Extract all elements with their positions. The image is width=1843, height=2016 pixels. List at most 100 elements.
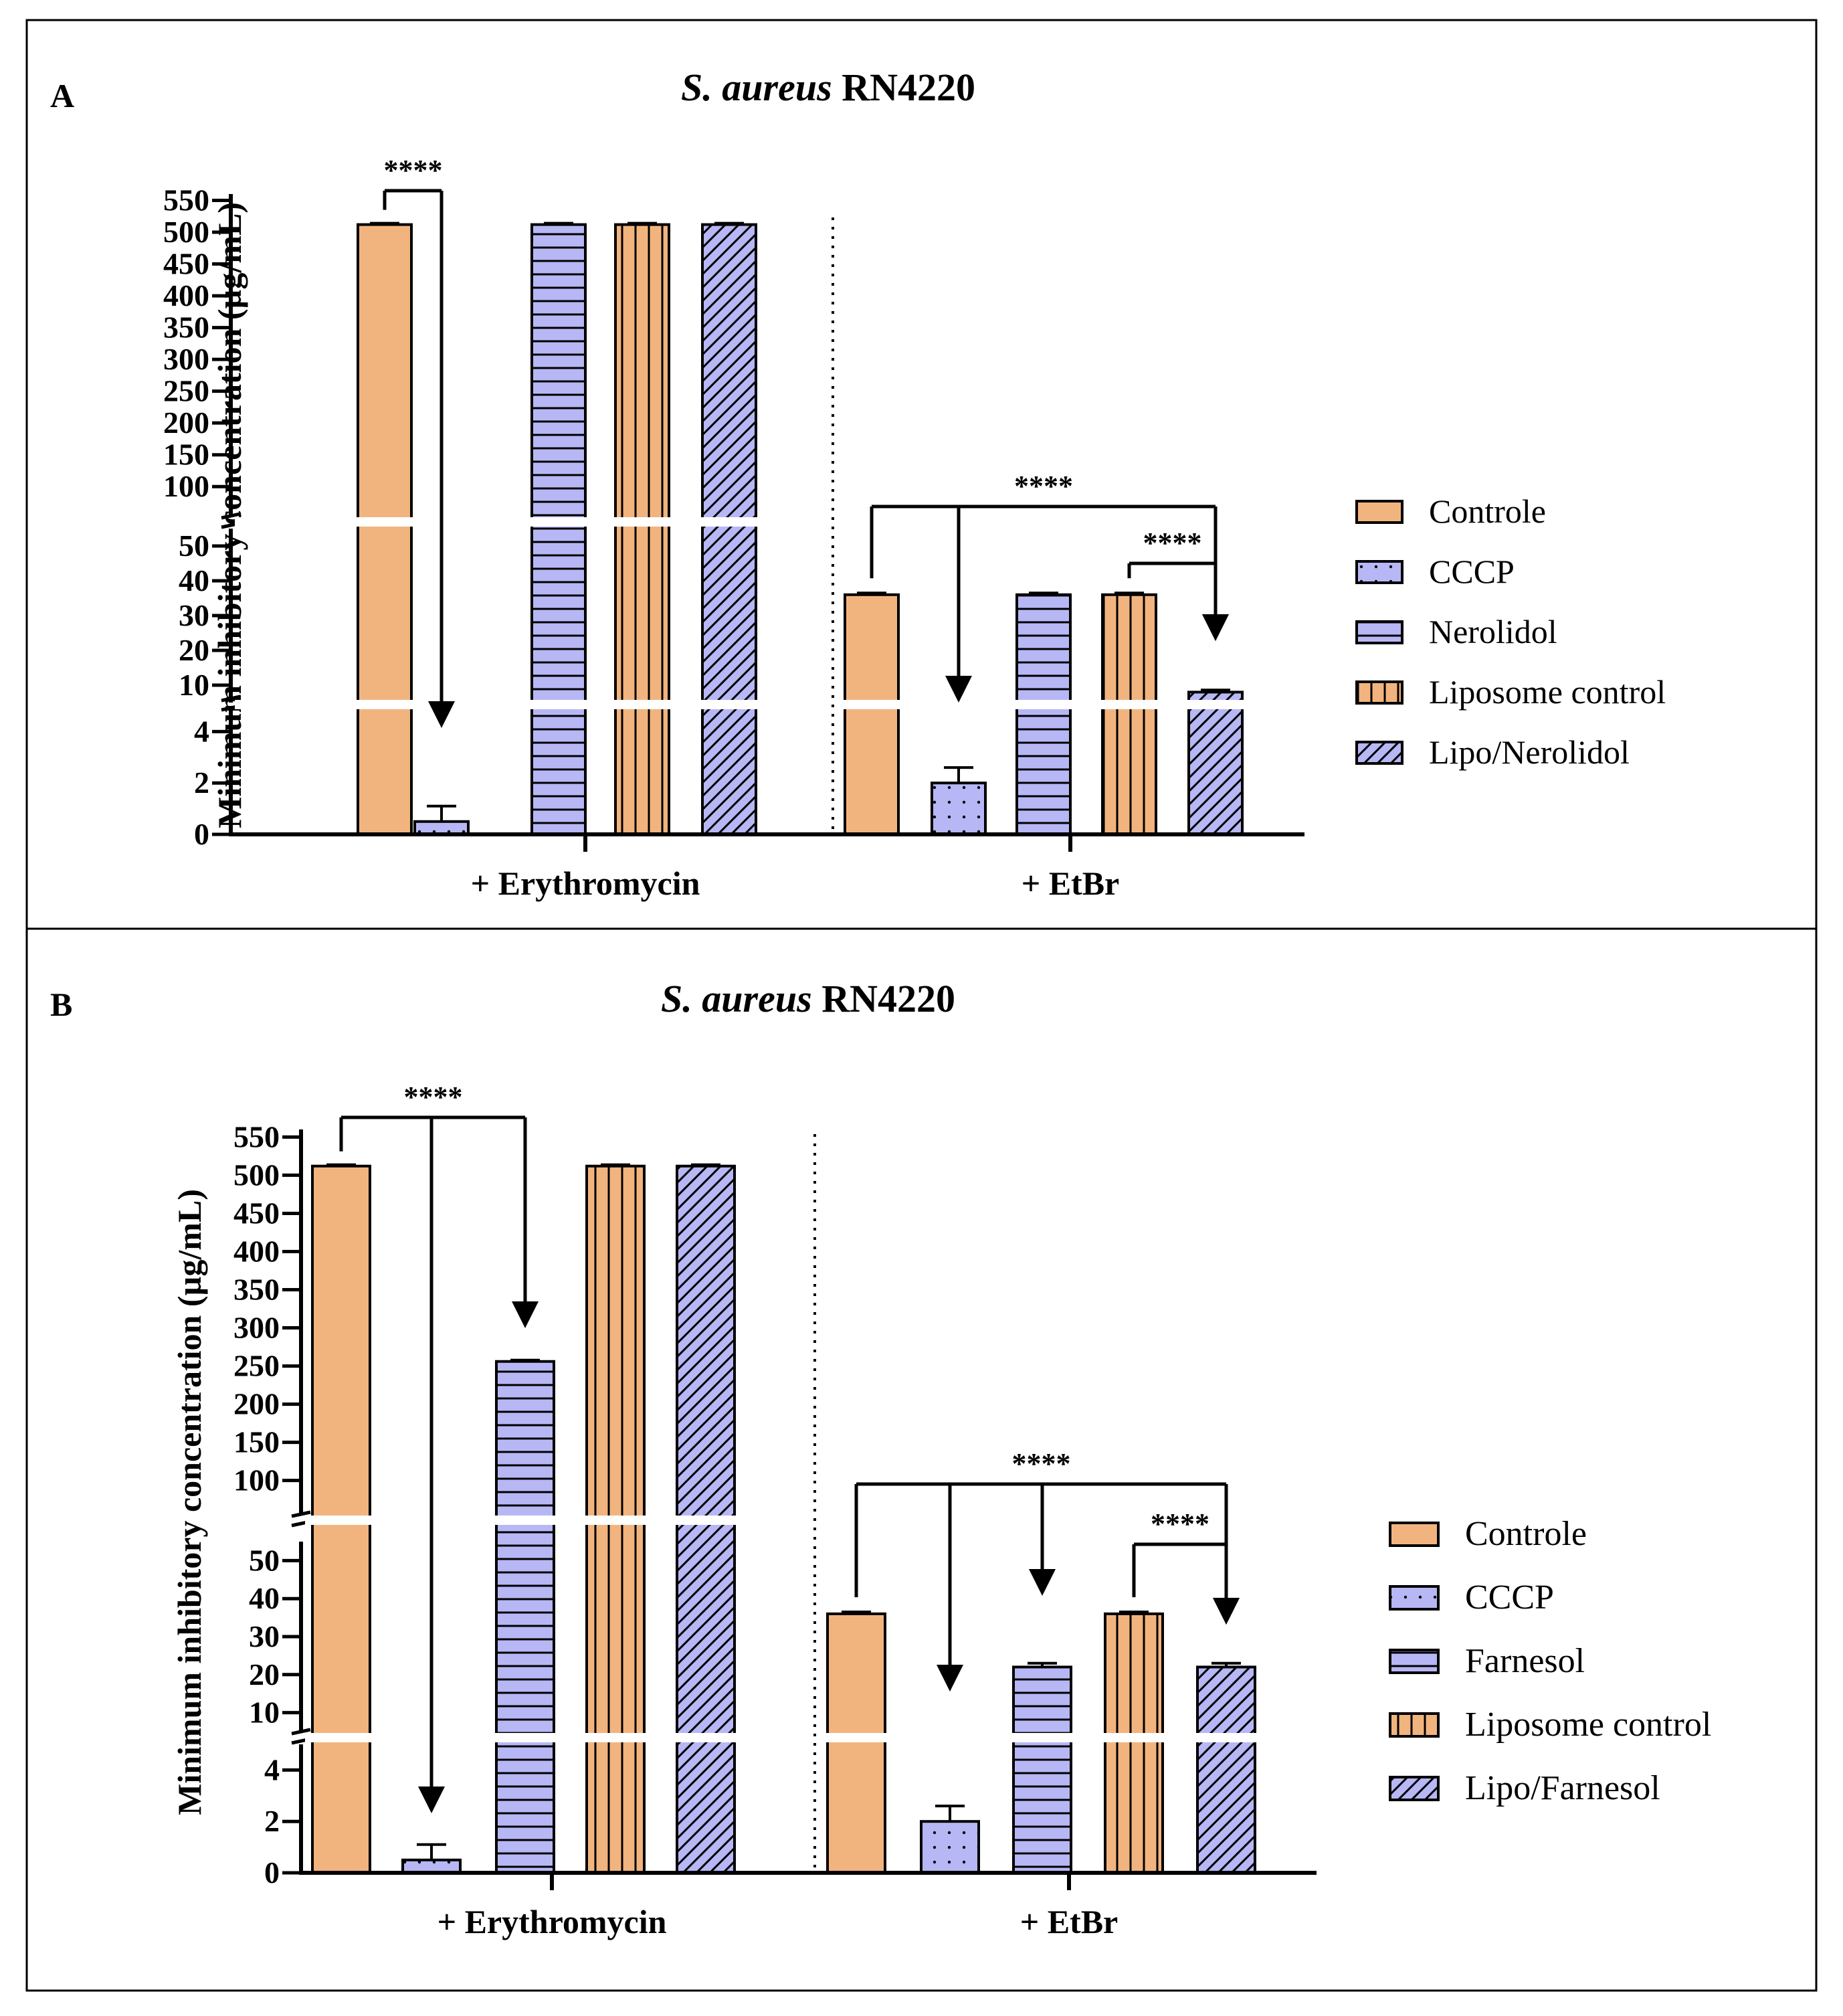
y-tick-label: 450 <box>233 1196 280 1230</box>
y-tick-label: 200 <box>163 405 209 440</box>
bar-lipo-farnesol <box>1196 1665 1256 1874</box>
bar-liposome-control <box>1101 593 1157 836</box>
bar-farnesol <box>1012 1665 1072 1874</box>
bar-farnesol <box>495 1360 555 1874</box>
chart-title: S. aureus RN4220 <box>681 66 975 109</box>
bar-controle <box>844 593 900 836</box>
legend-swatch <box>1355 500 1403 524</box>
y-tick-label: 0 <box>264 1855 280 1890</box>
bar-lipo-nerolidol <box>701 223 757 836</box>
significance-arrowhead <box>1202 614 1229 641</box>
panel-b: B S. aureus RN4220 0 2 4 10 20 30 40 50 100 150 20… <box>50 977 1711 1940</box>
significance-arrowhead <box>418 1786 445 1813</box>
legend-swatch <box>1355 560 1403 584</box>
legend-label: Controle <box>1465 1515 1587 1553</box>
significance-arrowhead <box>1029 1569 1056 1596</box>
legend-label: Liposome control <box>1429 673 1666 711</box>
axis-break-gap <box>235 700 1308 709</box>
y-tick-label: 300 <box>233 1311 280 1345</box>
y-tick-label: 250 <box>163 374 209 408</box>
legend-label: Controle <box>1429 492 1546 530</box>
y-tick-label: 30 <box>249 1619 280 1653</box>
title-rest: RN4220 <box>812 977 955 1020</box>
y-tick-label: 350 <box>163 310 209 345</box>
y-tick-label: 4 <box>194 714 209 748</box>
y-tick-label: 400 <box>233 1234 280 1268</box>
y-tick-label: 40 <box>249 1581 280 1615</box>
y-axis-label: Minimum inhibitory concentration (µg/mL) <box>171 1189 208 1815</box>
legend-swatch <box>1389 1712 1440 1738</box>
legend-swatch <box>1389 1585 1440 1611</box>
bar-cccp <box>920 1820 980 1874</box>
y-tick-label: 300 <box>163 342 209 376</box>
significance-label: **** <box>1151 1507 1209 1540</box>
y-tick-label: 450 <box>163 247 209 281</box>
x-tick-label: + Erythromycin <box>438 1903 667 1940</box>
y-tick-label: 200 <box>233 1387 280 1421</box>
significance-arrowhead <box>1213 1598 1240 1625</box>
legend-label: Farnesol <box>1465 1642 1585 1680</box>
axis-break-mark <box>221 695 241 703</box>
x-tick-label: + Erythromycin <box>471 864 700 902</box>
legend-label: Liposome control <box>1465 1706 1711 1744</box>
y-tick-label: 50 <box>179 529 209 563</box>
y-tick-label: 500 <box>233 1158 280 1192</box>
bar-cccp <box>931 782 987 836</box>
legend-label: Lipo/Farnesol <box>1465 1769 1660 1807</box>
y-tick-label: 10 <box>249 1696 280 1730</box>
legend-swatch <box>1355 741 1403 765</box>
y-tick-label: 2 <box>264 1804 280 1838</box>
significance-arrowhead <box>512 1301 539 1328</box>
x-tick-label: + EtBr <box>1022 864 1120 902</box>
significance-label: **** <box>384 154 443 187</box>
y-tick-label: 0 <box>194 817 209 851</box>
y-tick-label: 550 <box>233 1119 280 1154</box>
legend-swatch <box>1355 620 1403 644</box>
panel-label: A <box>50 77 74 114</box>
legend-swatch <box>1389 1649 1440 1674</box>
y-tick-label: 10 <box>179 668 209 702</box>
bar-lipo-nerolidol <box>1187 691 1244 836</box>
y-tick-label: 150 <box>233 1425 280 1459</box>
title-italic: S. aureus <box>681 66 832 109</box>
legend-label: Lipo/Nerolidol <box>1429 733 1630 771</box>
title-rest: RN4220 <box>832 66 975 109</box>
legend-label: Nerolidol <box>1429 613 1557 650</box>
y-tick-label: 50 <box>249 1543 280 1577</box>
y-tick-label: 400 <box>163 278 209 312</box>
y-tick-label: 150 <box>163 438 209 472</box>
legend-label: CCCP <box>1429 553 1515 590</box>
axis-break-gap <box>305 1733 1321 1742</box>
significance-label: **** <box>1012 1447 1071 1480</box>
legend-swatch <box>1355 680 1403 705</box>
y-tick-label: 350 <box>233 1273 280 1307</box>
y-tick-label: 250 <box>233 1349 280 1383</box>
x-tick-label: + EtBr <box>1020 1903 1119 1940</box>
axis-break-mark <box>291 1510 311 1518</box>
significance-label: **** <box>1014 470 1073 502</box>
figure-frame <box>25 19 1818 1992</box>
bar-nerolidol <box>1015 593 1072 836</box>
y-tick-label: 4 <box>264 1752 280 1786</box>
significance-arrowhead <box>428 701 455 728</box>
y-tick-label: 100 <box>233 1463 280 1497</box>
bar-liposome-control <box>1104 1612 1164 1874</box>
y-tick-label: 40 <box>179 563 209 598</box>
y-tick-label: 500 <box>163 215 209 249</box>
y-tick-label: 20 <box>249 1657 280 1691</box>
y-tick-label: 30 <box>179 598 209 632</box>
bar-nerolidol <box>530 223 587 836</box>
bar-controle <box>357 223 413 836</box>
y-tick-label: 100 <box>163 469 209 503</box>
legend-swatch <box>1389 1522 1440 1547</box>
panel-label: B <box>50 986 72 1023</box>
significance-arrowhead <box>937 1665 963 1691</box>
y-axis-label: Minimum inhibitory concentration (µg/mL) <box>211 202 248 828</box>
significance-label: **** <box>1143 527 1202 559</box>
axis-break-gap <box>305 1516 1321 1525</box>
chart-title: S. aureus RN4220 <box>661 977 955 1020</box>
axis-break-mark <box>221 512 241 520</box>
bar-liposome-control <box>614 223 670 836</box>
